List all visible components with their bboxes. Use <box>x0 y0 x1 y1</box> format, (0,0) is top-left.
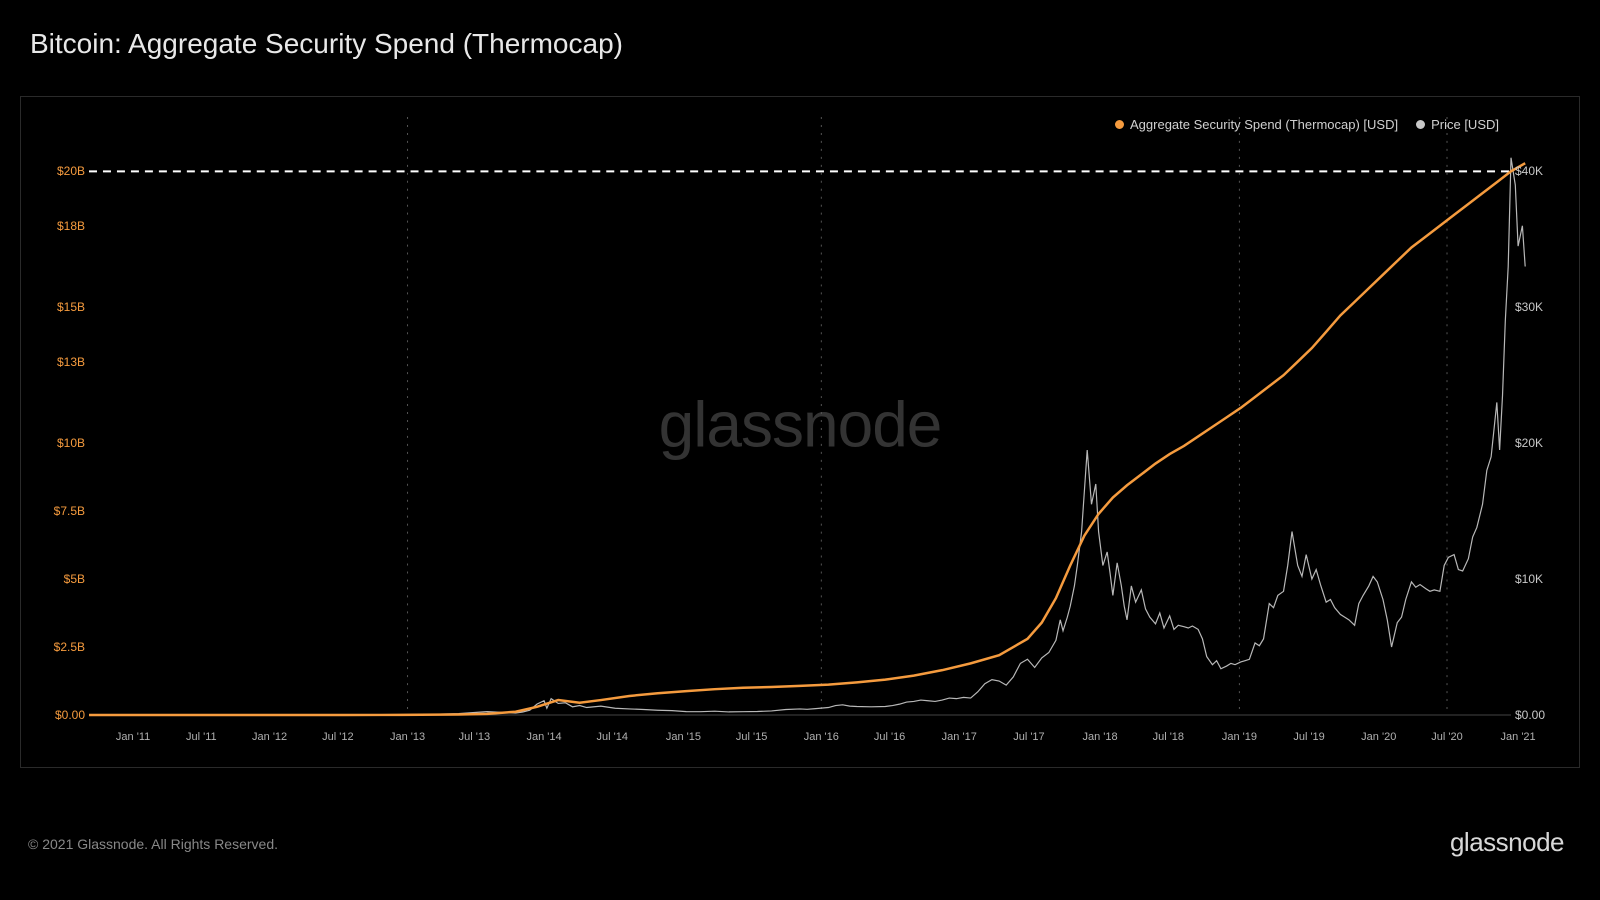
x-tick-label: Jan '15 <box>666 731 701 743</box>
chart-container: Aggregate Security Spend (Thermocap) [US… <box>20 96 1580 768</box>
y-right-tick-label: $40K <box>1515 164 1575 178</box>
x-tick-label: Jul '16 <box>874 731 905 743</box>
x-tick-label: Jul '12 <box>322 731 353 743</box>
y-left-tick-label: $2.5B <box>25 640 85 654</box>
x-tick-label: Jan '14 <box>526 731 561 743</box>
y-left-tick-label: $5B <box>25 572 85 586</box>
footer-brand: glassnode <box>1450 827 1564 858</box>
chart-svg <box>89 117 1511 715</box>
x-tick-label: Jan '19 <box>1222 731 1257 743</box>
x-tick-label: Jul '19 <box>1293 731 1324 743</box>
x-tick-label: Jul '15 <box>736 731 767 743</box>
x-tick-label: Jan '18 <box>1082 731 1117 743</box>
y-left-tick-label: $18B <box>25 219 85 233</box>
x-tick-label: Jan '16 <box>804 731 839 743</box>
x-tick-label: Jul '20 <box>1431 731 1462 743</box>
y-right-tick-label: $0.00 <box>1515 708 1575 722</box>
x-tick-label: Jul '17 <box>1013 731 1044 743</box>
y-right-tick-label: $30K <box>1515 300 1575 314</box>
chart-title: Bitcoin: Aggregate Security Spend (Therm… <box>30 28 623 60</box>
x-tick-label: Jan '20 <box>1361 731 1396 743</box>
y-right-tick-label: $20K <box>1515 436 1575 450</box>
y-right-tick-label: $10K <box>1515 572 1575 586</box>
x-tick-label: Jan '12 <box>252 731 287 743</box>
x-tick-label: Jan '13 <box>390 731 425 743</box>
x-tick-label: Jul '13 <box>459 731 490 743</box>
x-tick-label: Jul '18 <box>1153 731 1184 743</box>
x-tick-label: Jul '14 <box>597 731 628 743</box>
y-left-tick-label: $10B <box>25 436 85 450</box>
y-left-tick-label: $7.5B <box>25 504 85 518</box>
y-left-tick-label: $0.00 <box>25 708 85 722</box>
x-tick-label: Jan '21 <box>1501 731 1536 743</box>
x-tick-label: Jan '11 <box>116 731 150 743</box>
footer-copyright: © 2021 Glassnode. All Rights Reserved. <box>28 836 278 852</box>
y-left-tick-label: $15B <box>25 300 85 314</box>
x-tick-label: Jul '11 <box>186 731 217 743</box>
plot-area: $0.00$2.5B$5B$7.5B$10B$13B$15B$18B$20B$0… <box>89 117 1511 715</box>
y-left-tick-label: $20B <box>25 164 85 178</box>
x-tick-label: Jan '17 <box>942 731 977 743</box>
y-left-tick-label: $13B <box>25 355 85 369</box>
